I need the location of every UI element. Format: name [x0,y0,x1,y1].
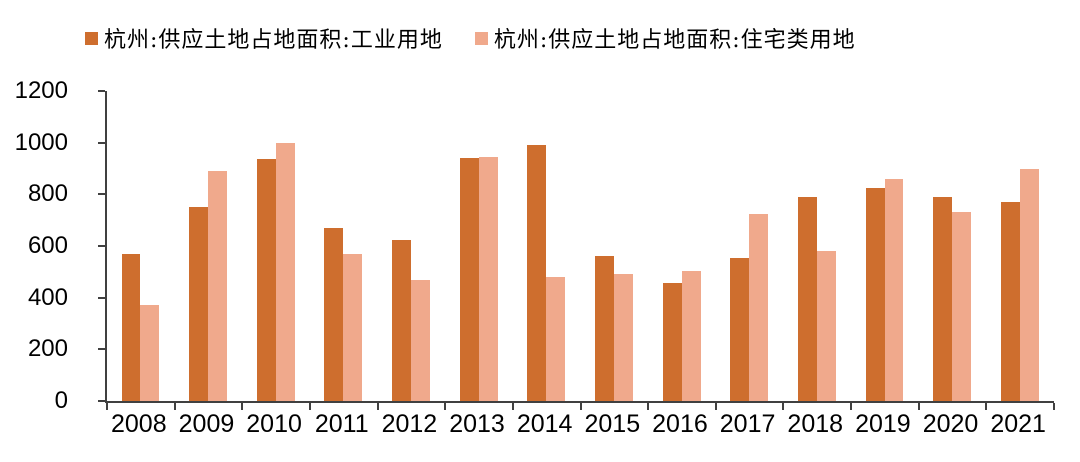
y-axis-label-600: 600 [27,232,68,259]
x-axis-label-2020: 2020 [922,410,979,438]
x-axis-tick-7 [579,403,582,410]
x-axis-tick-13 [985,403,988,410]
bar-industrial-2021 [1000,202,1020,401]
x-axis-label-2019: 2019 [855,410,911,438]
y-axis-tick-0 [98,400,105,402]
legend-item-industrial: 杭州:供应土地占地面积:工业用地 [85,22,443,54]
bar-industrial-2012 [392,239,412,401]
y-axis-tick-200 [98,348,105,351]
bar-group-2011 [310,91,378,401]
x-axis-label-2012: 2012 [381,410,438,438]
legend-label-industrial: 杭州:供应土地占地面积:工业用地 [104,28,443,53]
bar-residential-2014 [546,277,566,401]
bar-group-2015 [581,91,649,401]
bar-industrial-2010 [256,159,276,401]
x-axis-label-2009: 2009 [178,410,235,438]
bar-industrial-2018 [797,196,817,401]
y-axis-label-800: 800 [27,180,68,208]
x-axis-labels: 2008 2009 2010 2011 2012 2013 2014 2015 2016 2017… [105,410,1052,444]
x-axis-label-2010: 2010 [246,410,302,438]
y-axis-label-400: 400 [27,283,68,311]
bar-industrial-2017 [730,257,750,401]
x-axis-tick-9 [714,403,717,410]
x-axis-tick-10 [782,403,785,410]
y-axis-label-1200: 1200 [14,77,68,104]
legend-label-residential: 杭州:供应土地占地面积:住宅类用地 [493,28,856,53]
bar-group-2017 [716,91,784,401]
y-axis-tick-1000 [98,141,105,144]
x-axis-label-2011: 2011 [314,410,369,438]
bar-industrial-2013 [459,158,479,401]
bar-industrial-2016 [662,283,682,401]
bar-residential-2012 [411,279,430,401]
plot-area [98,90,1055,410]
y-axis-label-200: 200 [27,335,68,363]
x-axis-label-2013: 2013 [449,410,505,438]
x-axis-tick-0 [106,403,108,410]
y-axis-label-0: 0 [54,387,68,414]
bar-industrial-2011 [324,227,344,401]
legend-swatch-residential [474,31,488,45]
bar-residential-2008 [140,305,160,401]
bar-residential-2010 [275,142,295,401]
bar-group-2009 [175,91,243,401]
y-axis-tick-1200 [98,90,105,92]
x-axis-label-2021: 2021 [990,410,1046,438]
y-axis-tick-600 [98,245,105,247]
bar-industrial-2019 [865,187,885,401]
x-axis-tick-1 [173,403,176,410]
bar-residential-2018 [816,251,836,401]
x-axis-label-2018: 2018 [787,410,844,438]
bar-group-2010 [242,91,310,401]
bar-residential-2015 [613,274,633,401]
bar-residential-2020 [952,212,972,401]
bar-group-2008 [107,91,175,401]
bar-industrial-2020 [933,196,953,401]
x-axis-tick-2 [241,403,244,410]
bar-residential-2021 [1019,168,1039,401]
x-axis-tick-11 [850,403,853,410]
bar-industrial-2008 [121,253,141,401]
y-axis-label-1000: 1000 [14,128,68,156]
bar-group-2021 [986,91,1054,401]
bar-industrial-2009 [189,207,209,401]
bar-residential-2019 [884,178,904,401]
bar-residential-2013 [478,156,498,401]
y-axis-labels: 0 200 400 600 800 1000 1200 [0,77,88,414]
x-axis-label-2016: 2016 [652,410,708,438]
bar-group-2019 [851,91,919,401]
bar-residential-2011 [343,253,363,401]
x-axis-tick-5 [444,403,447,410]
x-axis-tick-8 [647,403,650,410]
x-axis-label-2015: 2015 [584,410,641,438]
x-axis-tick-6 [511,403,514,410]
bar-residential-2017 [749,213,769,401]
y-axis-tick-400 [98,296,105,299]
legend-item-residential: 杭州:供应土地占地面积:住宅类用地 [474,22,856,54]
x-axis-label-2017: 2017 [719,410,776,438]
x-axis-tick-12 [917,403,920,410]
chart-legend: 杭州:供应土地占地面积:工业用地 杭州:供应土地占地面积:住宅类用地 [85,22,856,54]
x-axis-label-2014: 2014 [516,410,573,438]
bar-group-2013 [445,91,513,401]
y-axis-tick-800 [98,193,105,196]
x-axis-label-2008: 2008 [111,410,167,438]
bar-group-2016 [648,91,716,401]
x-axis-tick-4 [376,403,379,410]
x-axis-tick-3 [308,403,311,410]
bar-residential-2016 [681,270,701,401]
bar-group-2018 [783,91,851,401]
bar-residential-2009 [208,171,228,401]
legend-swatch-industrial [85,31,98,45]
bar-group-2012 [378,91,446,401]
bar-group-2014 [513,91,581,401]
bar-industrial-2014 [527,145,547,401]
x-axis-tick-14 [1053,403,1055,410]
bar-group-2020 [919,91,987,401]
bar-industrial-2015 [595,256,614,401]
